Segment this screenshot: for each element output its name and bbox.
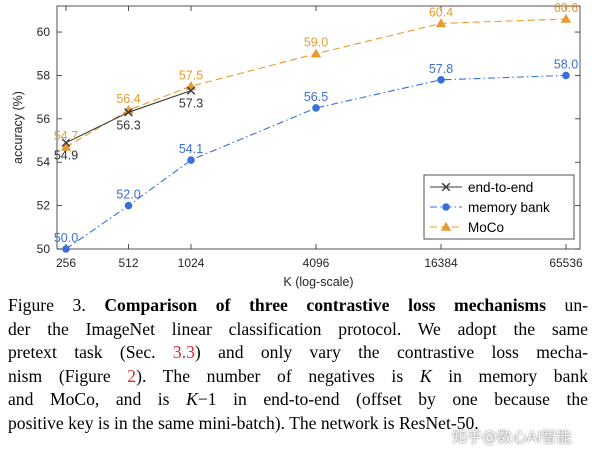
- data-label-memory-bank: 56.5: [304, 90, 328, 104]
- x-tick-label: 1024: [178, 256, 205, 270]
- series-line-memory-bank: [65, 74, 567, 250]
- x-tick-label: 256: [56, 256, 76, 270]
- data-point-end-to-end: [186, 86, 196, 95]
- y-tick-label: 54: [37, 155, 51, 169]
- legend-marker-end-to-end: [441, 182, 451, 192]
- y-tick-label: 52: [37, 199, 51, 213]
- legend-entry-moco: MoCo: [468, 220, 504, 235]
- data-label-moco: 54.7: [54, 129, 78, 143]
- legend-entry-end-to-end: end-to-end: [468, 180, 533, 195]
- data-point-memory-bank: [562, 71, 570, 80]
- caption-figure-number: Figure 3.: [8, 295, 105, 315]
- data-point-memory-bank: [124, 201, 133, 210]
- y-tick-label: 50: [37, 242, 51, 256]
- series-end-to-end: [61, 86, 196, 147]
- data-label-memory-bank: 57.8: [429, 62, 453, 76]
- variable-k: K: [186, 389, 198, 410]
- data-label-moco: 57.5: [179, 68, 203, 82]
- data-point-moco: [185, 81, 197, 91]
- caption-line-2: der the ImageNet linear classification p…: [8, 318, 588, 339]
- plot-frame: [56, 5, 581, 250]
- data-label-moco: 56.4: [116, 92, 140, 106]
- data-point-moco: [60, 141, 72, 151]
- figure-caption: Figure 3. Comparison of three contrastiv…: [8, 294, 588, 436]
- caption-line-6: positive key is in the same mini-batch).…: [8, 412, 479, 433]
- data-label-memory-bank: 54.1: [179, 142, 203, 156]
- data-label-end-to-end: 57.3: [179, 97, 203, 111]
- x-tick-label: 65536: [549, 256, 583, 270]
- x-tick-label: 4096: [303, 256, 330, 270]
- figure-ref-link[interactable]: 2: [127, 365, 137, 386]
- data-label-memory-bank: 52.0: [116, 188, 140, 202]
- data-label-moco: 60.4: [429, 5, 453, 19]
- series-memory-bank: [62, 71, 570, 253]
- data-point-moco: [560, 13, 572, 23]
- accuracy-vs-k-chart: 256 512 1024 4096 16384 65536 50 52 54 56 58 60 K (l…: [11, 1, 583, 289]
- y-tick-label: 58: [37, 68, 51, 82]
- data-point-memory-bank: [62, 245, 70, 253]
- series-line-moco: [65, 18, 567, 148]
- legend: end-to-end memory bank MoCo: [423, 174, 575, 240]
- x-tick-label: 512: [118, 256, 138, 270]
- data-label-memory-bank: 58.0: [554, 57, 578, 71]
- y-tick-label: 56: [37, 112, 51, 126]
- y-axis-label: accuracy (%): [11, 91, 25, 164]
- legend-marker-moco: [440, 221, 452, 231]
- data-point-moco: [310, 48, 322, 58]
- legend-entry-memory-bank: memory bank: [468, 200, 550, 215]
- data-point-end-to-end: [124, 108, 133, 117]
- x-tick-label: 16384: [424, 256, 458, 270]
- data-point-end-to-end: [61, 138, 71, 147]
- section-ref-link[interactable]: 3.3: [172, 342, 195, 363]
- data-point-memory-bank: [312, 104, 320, 112]
- data-label-end-to-end: 54.9: [54, 149, 78, 163]
- caption-bold-title: Comparison of three contrastive loss mec…: [104, 295, 546, 315]
- data-label-moco: 60.6: [554, 1, 578, 15]
- watermark: 知乎@数心AI智能: [452, 428, 572, 446]
- data-point-memory-bank: [187, 156, 195, 164]
- series-moco: [60, 13, 572, 151]
- data-point-memory-bank: [437, 75, 445, 84]
- data-label-moco: 59.0: [304, 36, 328, 50]
- data-label-end-to-end: 56.3: [116, 118, 140, 132]
- legend-marker-memory-bank: [442, 203, 450, 211]
- data-label-memory-bank: 50.0: [54, 231, 78, 245]
- data-point-moco: [435, 18, 447, 28]
- x-axis-label: K (log-scale): [283, 275, 353, 289]
- variable-k: K: [419, 365, 432, 386]
- y-tick-label: 60: [37, 25, 51, 39]
